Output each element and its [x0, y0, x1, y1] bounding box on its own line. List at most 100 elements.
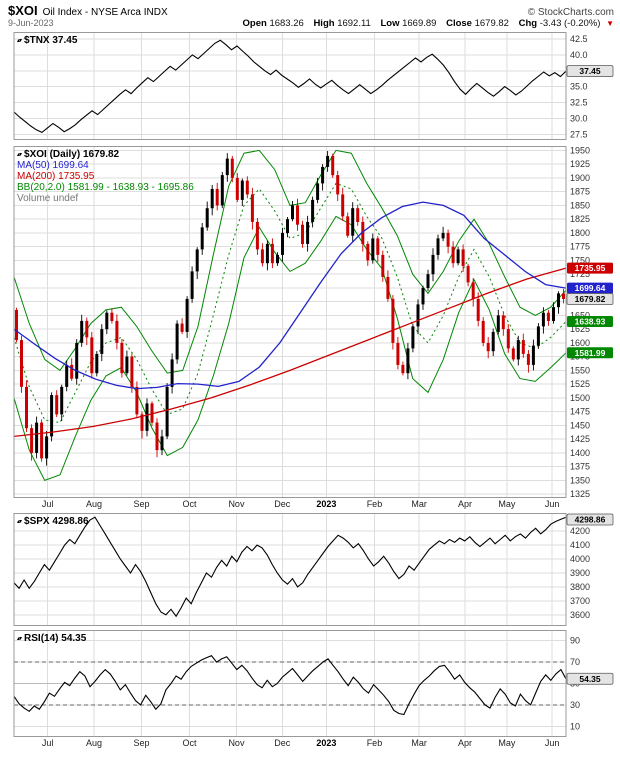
series-line — [13, 39, 567, 134]
candle-body — [491, 331, 495, 352]
candle-body — [195, 249, 199, 272]
candle-body — [35, 422, 39, 453]
y-axis-label: 1875 — [570, 187, 590, 197]
x-axis-label: Apr — [457, 738, 472, 748]
candle-body — [220, 175, 224, 206]
candle-body — [260, 249, 264, 264]
rsi-value: 54.35 — [61, 633, 87, 644]
candle-body — [225, 158, 229, 176]
rsi-legend: ▴▾ RSI(14) 54.35 — [17, 633, 86, 644]
candle-body — [215, 188, 219, 206]
candle-body — [546, 312, 550, 321]
candle-body — [150, 403, 154, 423]
candle-body — [70, 364, 74, 379]
y-axis-label: 1500 — [570, 393, 590, 403]
tnx-legend: ▴▾ $TNX 37.45 — [17, 35, 77, 46]
open-value: 1683.26 — [269, 18, 304, 29]
x-axis-label: Oct — [182, 499, 197, 509]
candle-body — [296, 205, 299, 225]
chg-value: -3.43 (-0.20%) — [539, 18, 601, 29]
x-axis-label: Sep — [133, 738, 150, 748]
chg-label: Chg — [518, 18, 538, 29]
xoi-panel: 1325 1350 1375 1400 1425 1450 1475 1500 1525 1550… — [13, 146, 614, 498]
price-flag — [567, 262, 613, 274]
candle-body — [351, 208, 355, 236]
y-axis-label: 1325 — [570, 489, 590, 498]
candle-body — [341, 194, 345, 217]
candle-body — [95, 353, 99, 374]
candle-body — [15, 309, 18, 341]
x-axis-label: Nov — [228, 738, 245, 748]
y-axis-label: 40.0 — [570, 50, 588, 60]
collapse-arrows-icon: ▴▾ — [17, 152, 22, 158]
candle-body — [85, 320, 89, 338]
spx-legend: ▴▾ $SPX 4298.86 — [17, 516, 89, 527]
candle-body — [386, 276, 390, 299]
price-flag-label: 1699.64 — [575, 283, 606, 293]
series-line — [13, 201, 567, 390]
y-axis-label: 35.0 — [570, 82, 588, 92]
price-flag — [566, 513, 614, 526]
candle-body — [90, 337, 94, 374]
y-axis-label: 42.5 — [570, 34, 588, 44]
price-flag — [567, 316, 613, 327]
x-axis-label: Sep — [133, 499, 150, 509]
y-axis-label: 1450 — [570, 420, 590, 430]
candle-body — [190, 271, 194, 299]
xoi-label: $XOI (Daily) — [24, 149, 81, 160]
candle-body — [552, 307, 555, 321]
collapse-arrows-icon: ▴▾ — [17, 38, 22, 44]
candle-body — [406, 348, 410, 374]
candle-body — [105, 312, 109, 330]
candle-body — [245, 180, 249, 195]
candle-body — [50, 395, 54, 437]
price-flag-label: 37.45 — [579, 66, 601, 76]
y-axis-label: 1600 — [570, 338, 590, 348]
y-axis-label: 3700 — [570, 596, 590, 606]
candle-body — [526, 353, 530, 365]
series-line — [13, 655, 567, 716]
symbol: $XOI — [8, 3, 38, 18]
xoi-value: 1679.82 — [82, 149, 120, 160]
candle-body — [321, 166, 325, 184]
x-axis-label: Jun — [544, 499, 560, 509]
ma50-legend: MA(50) 1699.64 — [17, 160, 89, 171]
y-axis-label: 1375 — [570, 462, 590, 472]
candle-body — [291, 205, 294, 220]
candle-body — [115, 320, 119, 343]
candle-body — [471, 282, 475, 299]
candle-body — [496, 315, 500, 332]
y-axis-label: 27.5 — [570, 129, 588, 139]
xoi-legend: ▴▾ $XOI (Daily) 1679.82 MA(50) 1699.64 MA… — [17, 149, 194, 204]
candle-body — [160, 436, 164, 451]
candle-body — [230, 158, 234, 178]
candle-body — [316, 183, 320, 200]
candle-body — [557, 293, 560, 308]
candle-body — [411, 326, 415, 349]
price-flag — [567, 347, 613, 359]
chart-header-row1: $XOI Oil Index - NYSE Arca INDX © StockC… — [8, 3, 614, 18]
candle-body — [366, 243, 370, 261]
candle-body — [331, 155, 335, 176]
candle-body — [356, 208, 360, 222]
x-axis-label: Nov — [228, 499, 245, 509]
candle-body — [100, 329, 104, 354]
candle-body — [110, 312, 114, 321]
series-line — [13, 182, 567, 424]
y-axis-label: 1900 — [570, 173, 590, 183]
price-flag-label: 1581.99 — [575, 348, 606, 358]
y-axis-label: 3600 — [570, 610, 590, 620]
spx-value: 4298.86 — [52, 516, 89, 527]
x-axis-label: Apr — [457, 499, 472, 509]
y-axis-label: 1775 — [570, 242, 590, 252]
y-axis-label: 3900 — [570, 568, 590, 578]
stockcharts-logo-text: © StockCharts.com — [527, 7, 614, 18]
y-axis-label: 1525 — [570, 379, 590, 389]
y-axis-label: 30 — [570, 700, 580, 710]
ohlc-quote-line: Open 1683.26 High 1692.11 Low 1669.89 Cl… — [243, 18, 614, 29]
tnx-label: $TNX — [24, 35, 50, 46]
candle-body — [451, 246, 455, 264]
y-axis-label: 1850 — [570, 200, 590, 210]
low-label: Low — [380, 18, 400, 29]
y-axis-label: 4100 — [570, 540, 590, 550]
